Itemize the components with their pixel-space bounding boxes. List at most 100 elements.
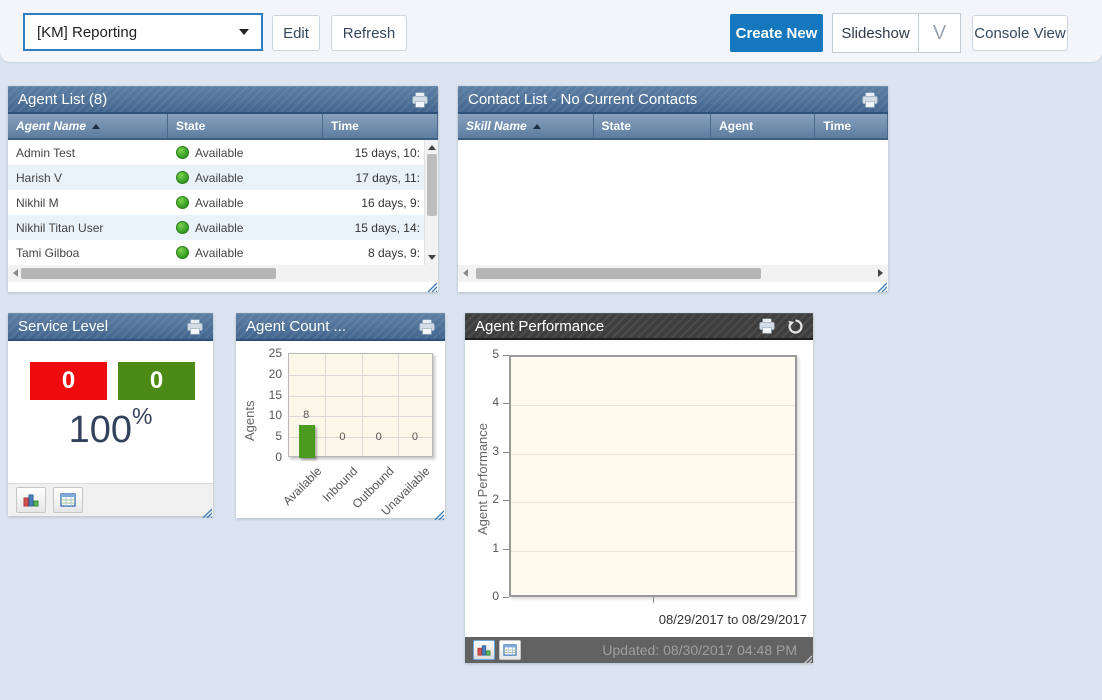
bar-value-label: 0 [339,431,346,443]
tick-mark [653,597,654,603]
refresh-button[interactable]: Refresh [331,15,407,51]
available-status-icon [176,196,189,209]
agent-state-cell: Available [168,190,323,215]
bar-available[interactable] [299,424,316,458]
agent-count-title: Agent Count ... [246,318,347,335]
gridline [361,354,363,456]
bar-value-label: 0 [411,431,418,443]
agent-state-cell: Available [168,165,323,190]
scroll-left-icon[interactable] [13,269,18,277]
agent-list-header: Agent List (8) [8,86,438,114]
chart-view-button[interactable] [16,487,46,513]
tick-mark [503,403,509,405]
table-view-button[interactable] [499,640,521,660]
scroll-right-icon[interactable] [878,269,883,277]
gridline [289,395,432,397]
column-header-agent[interactable]: Agent [711,114,816,138]
horizontal-scroll-thumb[interactable] [21,268,276,279]
date-range-label: 08/29/2017 to 08/29/2017 [658,612,807,627]
y-tick-label: 2 [492,492,499,507]
create-new-button[interactable]: Create New [730,14,823,52]
resize-grip[interactable] [434,507,445,521]
agent-state-cell: Available [168,140,323,165]
tick-mark [503,355,509,356]
print-icon[interactable] [417,318,437,336]
y-axis-title: Agents [242,400,257,441]
print-icon[interactable] [410,91,430,109]
table-view-button[interactable] [53,487,83,513]
resize-grip[interactable] [877,279,888,293]
resize-grip[interactable] [427,279,438,293]
tick-mark [503,451,509,453]
agent-performance-plot-area [509,355,797,597]
dashboard-selector[interactable]: [KM] Reporting [23,13,263,51]
table-row[interactable]: Harish V Available 17 days, 11: [8,165,438,190]
tick-mark [503,548,509,550]
slideshow-dropdown-button[interactable]: V [932,21,947,44]
contact-list-horizontal-scrollbar[interactable] [458,265,888,282]
y-tick-label: 1 [492,540,499,555]
y-tick-label: 0 [492,589,499,603]
agent-performance-footer: Updated: 08/30/2017 04:48 PM [465,637,813,666]
agent-time-cell: 15 days, 14: [354,220,420,235]
gridline [289,416,432,418]
available-status-icon [176,146,189,159]
agent-list-title: Agent List (8) [18,91,108,108]
agent-list-horizontal-scrollbar[interactable] [8,265,438,282]
column-header-skill-name[interactable]: Skill Name [458,114,594,138]
gridline [289,374,432,376]
chart-view-button[interactable] [473,640,495,660]
service-level-panel: Service Level 0 0 100% [8,313,213,519]
gridline [511,405,795,407]
agent-list-vertical-scrollbar[interactable] [424,140,438,265]
agent-count-panel: Agent Count ... 25 20 15 10 5 0 8 Available 0 Inb… [236,313,445,521]
print-icon[interactable] [860,91,880,109]
chevron-down-icon [239,29,249,35]
service-level-percentage: 100% [8,403,213,452]
console-view-button[interactable]: Console View [972,15,1068,51]
resize-grip[interactable] [202,505,213,519]
table-row[interactable]: Nikhil Titan User Available 15 days, 14: [8,215,438,240]
slideshow-split-button: Slideshow V [832,13,961,53]
slideshow-button[interactable]: Slideshow [833,14,919,52]
gridline [511,453,795,455]
contact-list-panel: Contact List - No Current Contacts Skill… [458,86,888,293]
agent-count-chart: 25 20 15 10 5 0 8 Available 0 Inbound 0 Outbound 0 Un… [242,346,433,519]
scroll-down-icon[interactable] [428,255,436,260]
gridline [511,550,795,552]
vertical-scroll-thumb[interactable] [427,154,437,216]
sort-ascending-icon [92,123,101,129]
print-icon[interactable] [185,318,205,336]
table-row[interactable]: Tami Gilboa Available 8 days, 9: [8,240,438,265]
service-level-footer [8,483,213,519]
resize-grip[interactable] [802,652,813,666]
refresh-icon[interactable] [785,317,805,335]
table-row[interactable]: Admin Test Available 15 days, 10: [8,140,438,165]
agent-list-rows: Admin Test Available 15 days, 10: Harish V A… [8,140,438,265]
table-row[interactable]: Nikhil M Available 16 days, 9: [8,190,438,215]
print-icon[interactable] [757,317,777,335]
agent-time-cell: 8 days, 9: [367,245,420,260]
contact-list-column-headers: Skill Name State Agent Time [458,114,888,140]
agent-performance-panel: Agent Performance 08/29/2017 to 08/29/20… [465,313,813,666]
horizontal-scroll-thumb[interactable] [476,268,761,279]
sort-ascending-icon [532,123,541,129]
column-header-time[interactable]: Time [323,114,438,138]
column-header-agent-name[interactable]: Agent Name [8,114,168,138]
agent-time-cell: 15 days, 10: [354,145,420,160]
edit-button[interactable]: Edit [272,15,320,51]
agent-name-cell: Nikhil M [16,195,59,210]
scroll-up-icon[interactable] [428,145,436,150]
scroll-left-icon[interactable] [463,269,468,277]
y-tick-label: 15 [268,387,282,402]
column-header-state[interactable]: State [594,114,712,138]
gridline [289,437,432,439]
column-header-time[interactable]: Time [815,114,888,138]
service-level-title: Service Level [18,318,109,335]
service-level-header: Service Level [8,313,213,341]
bar-chart-icon [477,645,491,656]
service-level-met-count: 0 [118,362,195,400]
top-toolbar: [KM] Reporting Edit Refresh Create New S… [0,0,1102,62]
tick-mark [503,500,509,502]
column-header-state[interactable]: State [168,114,323,138]
